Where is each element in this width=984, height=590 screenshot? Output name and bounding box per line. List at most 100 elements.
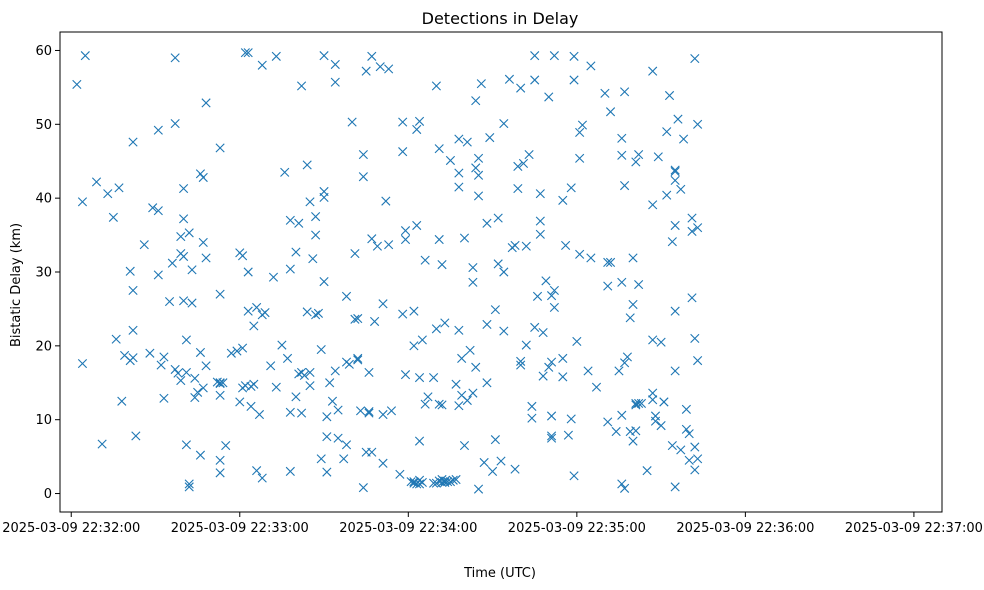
- data-point: [690, 442, 700, 452]
- data-point: [510, 240, 520, 251]
- data-point: [690, 465, 700, 475]
- data-point: [628, 299, 638, 310]
- data-point: [605, 107, 616, 117]
- data-point: [353, 353, 363, 363]
- data-point: [364, 406, 374, 417]
- data-point: [195, 450, 206, 460]
- data-point: [648, 335, 658, 345]
- data-point: [370, 316, 380, 327]
- data-point: [420, 399, 430, 409]
- data-point: [591, 382, 602, 392]
- data-point: [319, 192, 329, 203]
- data-point: [634, 398, 644, 409]
- data-point: [617, 277, 627, 287]
- data-point: [257, 60, 267, 70]
- data-point: [243, 267, 253, 277]
- data-point: [513, 161, 523, 171]
- data-point: [473, 170, 484, 180]
- data-point: [569, 75, 579, 85]
- data-point: [319, 51, 329, 61]
- data-point: [372, 241, 382, 251]
- data-point: [167, 258, 177, 268]
- data-point: [80, 51, 90, 61]
- data-point: [510, 464, 520, 474]
- data-point: [367, 51, 377, 61]
- data-point: [201, 253, 211, 263]
- data-point: [271, 382, 281, 392]
- data-point: [179, 183, 189, 194]
- data-point: [454, 134, 464, 144]
- data-point: [673, 114, 683, 124]
- plot-background: [60, 32, 942, 512]
- data-point: [190, 373, 200, 383]
- data-point: [546, 431, 557, 441]
- data-point: [482, 378, 492, 388]
- data-point: [414, 479, 425, 489]
- data-point: [583, 366, 593, 376]
- data-point: [339, 454, 349, 464]
- data-point: [215, 289, 225, 299]
- data-point: [215, 468, 225, 478]
- data-point: [409, 341, 419, 351]
- data-point: [642, 466, 652, 476]
- data-point: [617, 150, 627, 160]
- data-point: [153, 206, 163, 216]
- data-markers: [72, 48, 703, 494]
- data-point: [311, 212, 321, 222]
- data-point: [454, 168, 464, 178]
- data-point: [569, 51, 579, 61]
- data-point: [201, 98, 211, 108]
- data-point: [538, 327, 548, 338]
- data-point: [631, 400, 641, 410]
- data-point: [184, 482, 194, 492]
- data-point: [111, 334, 121, 344]
- data-point: [330, 77, 340, 87]
- data-point: [153, 125, 163, 135]
- data-point: [684, 429, 694, 439]
- data-point: [409, 306, 419, 316]
- data-point: [544, 92, 554, 102]
- data-point: [631, 426, 641, 436]
- data-point: [285, 264, 295, 274]
- data-point: [322, 432, 332, 442]
- data-point: [687, 226, 697, 236]
- data-point: [330, 366, 340, 376]
- y-tick-label: 10: [35, 413, 52, 428]
- data-point: [254, 409, 265, 420]
- data-point: [454, 182, 464, 192]
- data-point: [634, 279, 644, 290]
- data-point: [215, 390, 225, 400]
- data-point: [325, 378, 335, 388]
- data-point: [516, 360, 526, 370]
- data-point: [454, 401, 464, 411]
- data-point: [291, 392, 301, 402]
- data-point: [670, 482, 680, 492]
- data-point: [516, 83, 526, 93]
- data-point: [179, 214, 189, 224]
- data-point: [108, 212, 118, 222]
- x-tick-label: 2025-03-09 22:33:00: [171, 521, 309, 536]
- data-point: [322, 412, 332, 422]
- data-point: [653, 152, 663, 162]
- data-point: [532, 291, 543, 301]
- data-point: [482, 218, 492, 228]
- data-point: [454, 325, 464, 335]
- data-point: [676, 184, 686, 194]
- data-point: [170, 53, 180, 63]
- data-point: [381, 196, 391, 206]
- data-point: [195, 169, 206, 179]
- data-point: [561, 240, 571, 251]
- data-point: [358, 172, 368, 182]
- data-point: [670, 220, 680, 231]
- data-point: [530, 51, 540, 61]
- data-point: [291, 247, 301, 257]
- data-point: [518, 158, 529, 169]
- data-point: [176, 375, 186, 386]
- data-point: [487, 466, 498, 476]
- data-point: [485, 133, 495, 143]
- data-point: [457, 353, 467, 363]
- data-point: [355, 406, 366, 416]
- data-point: [535, 216, 545, 226]
- data-point: [648, 66, 658, 76]
